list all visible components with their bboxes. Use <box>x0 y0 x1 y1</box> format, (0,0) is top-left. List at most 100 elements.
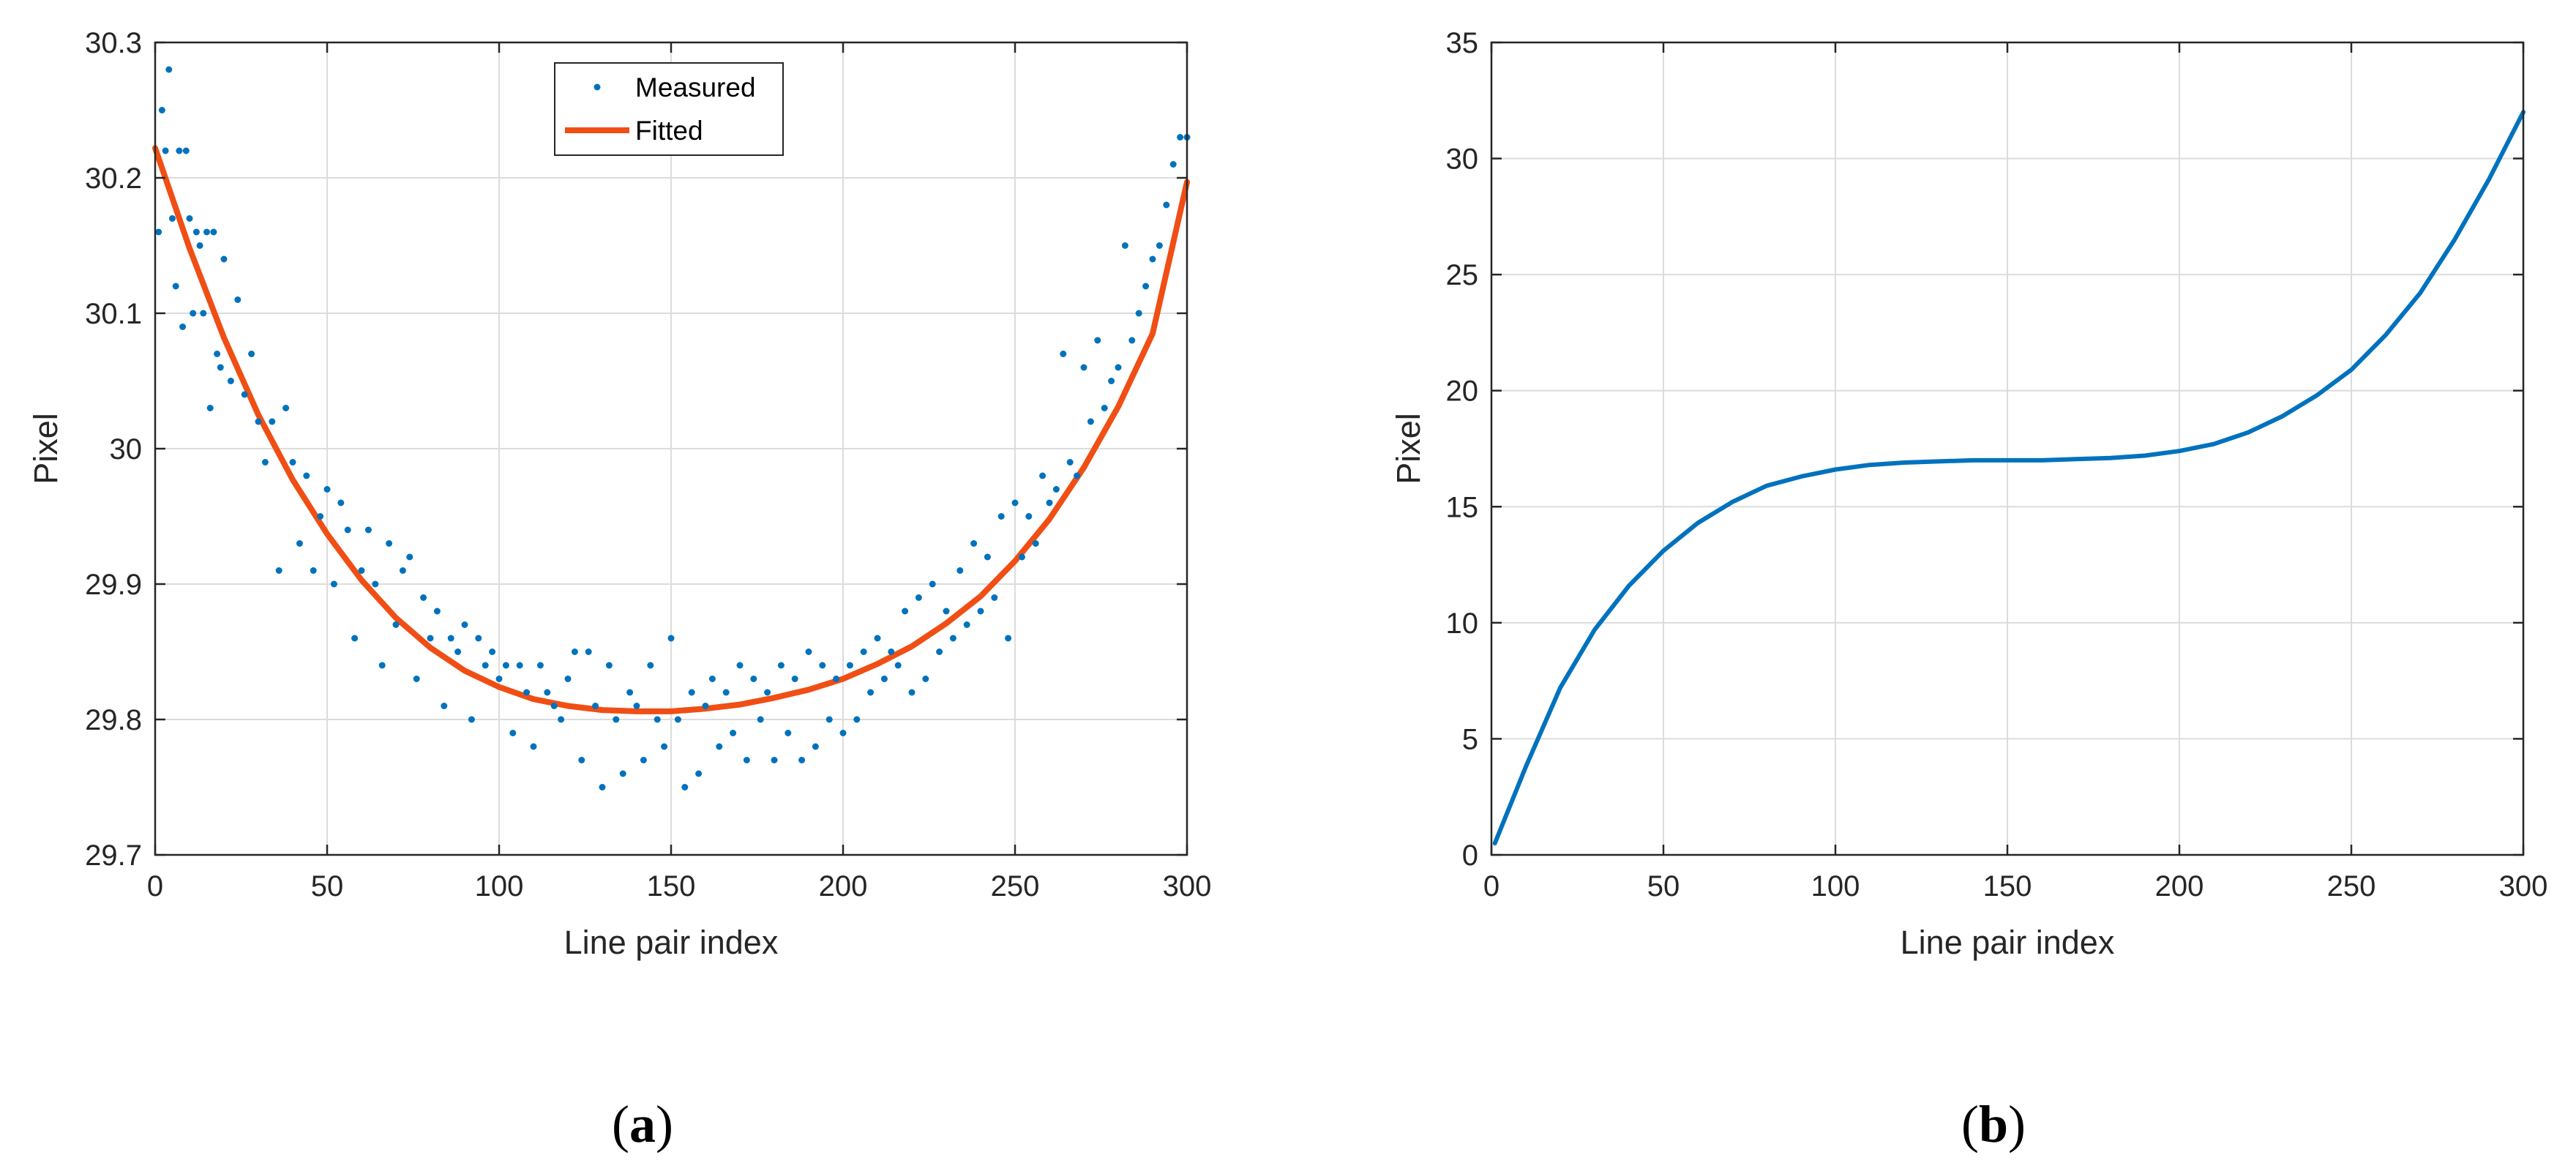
measured-point <box>585 648 592 655</box>
measured-point <box>736 662 744 669</box>
measured-point <box>722 689 730 696</box>
fitted-curve <box>152 145 1190 714</box>
measured-point <box>833 676 840 682</box>
measured-point <box>757 716 764 723</box>
x-tick-label: 150 <box>647 870 696 902</box>
measured-point <box>364 526 372 534</box>
measured-point <box>702 703 709 709</box>
y-tick-label: 25 <box>1446 259 1479 291</box>
measured-point <box>386 540 393 547</box>
measured-point <box>667 635 675 642</box>
x-tick-label: 300 <box>2499 870 2548 902</box>
measured-point <box>441 703 448 709</box>
measured-point <box>956 567 964 574</box>
measured-point <box>558 716 565 723</box>
measured-point <box>1080 364 1087 371</box>
measured-point <box>468 716 475 723</box>
measured-point <box>661 743 668 750</box>
measured-point <box>743 757 750 763</box>
measured-point <box>1101 405 1108 411</box>
measured-point <box>489 648 496 655</box>
measured-point <box>176 147 183 154</box>
measured-point <box>1128 337 1136 344</box>
measured-point <box>991 594 998 601</box>
measured-point <box>922 676 929 682</box>
chart-a-tick-marks <box>154 41 1188 856</box>
measured-point <box>716 743 723 750</box>
measured-point <box>1156 242 1163 249</box>
measured-point <box>420 594 427 601</box>
measured-point <box>275 567 282 574</box>
measured-point <box>888 648 895 655</box>
x-tick-label: 300 <box>1163 870 1212 902</box>
measured-point <box>162 147 169 154</box>
measured-point <box>626 689 634 696</box>
measured-point <box>633 703 640 709</box>
measured-point <box>1018 553 1025 561</box>
measured-point <box>984 553 991 561</box>
y-tick-label: 29.7 <box>85 840 142 872</box>
chart-b-x-tick-labels: 0 50 100 150 200 250 300 <box>1483 870 2548 902</box>
measured-point <box>516 662 523 669</box>
chart-b-gridlines <box>1491 42 2524 856</box>
y-tick-label: 10 <box>1446 607 1479 640</box>
measured-point <box>943 607 950 615</box>
measured-point <box>296 540 303 547</box>
measured-point <box>234 296 242 303</box>
measured-point <box>578 757 585 763</box>
measured-point <box>977 607 984 615</box>
measured-point <box>502 662 509 669</box>
measured-point <box>805 648 812 655</box>
chart-a-x-axis-label: Line pair index <box>564 924 779 961</box>
measured-point <box>454 648 462 655</box>
y-tick-label: 35 <box>1446 27 1479 59</box>
measured-point <box>330 580 337 588</box>
measured-point <box>605 662 613 669</box>
measured-point <box>1149 255 1156 263</box>
y-tick-label: 30.2 <box>85 162 142 195</box>
measured-point <box>674 716 681 723</box>
measured-point <box>158 107 165 113</box>
measured-point <box>1135 310 1142 317</box>
measured-point <box>1025 513 1033 520</box>
measured-point <box>750 676 757 682</box>
panel-label-b: (b) <box>1961 1095 2026 1154</box>
measured-point <box>1163 201 1170 209</box>
measured-point <box>785 730 792 736</box>
measured-point <box>1169 161 1177 168</box>
measured-point <box>1142 283 1150 290</box>
measured-point <box>303 472 310 479</box>
measured-point <box>536 662 544 669</box>
measured-point <box>613 716 620 723</box>
measured-point <box>269 418 276 425</box>
measured-point <box>310 567 317 574</box>
measured-point <box>214 351 221 357</box>
fitted-curve-layer <box>152 145 1190 714</box>
measured-point <box>210 228 217 236</box>
measured-point <box>619 770 626 777</box>
measured-point <box>1039 472 1046 479</box>
x-tick-label: 100 <box>1811 870 1860 902</box>
measured-point <box>550 703 558 709</box>
measured-point <box>544 689 551 696</box>
legend-measured-marker <box>594 83 601 91</box>
measured-point <box>949 635 956 642</box>
measured-point <box>874 635 881 642</box>
measured-point <box>433 607 441 615</box>
measured-point <box>681 784 689 790</box>
measured-point <box>647 662 654 669</box>
measured-point <box>936 648 943 655</box>
y-tick-label: 0 <box>1462 840 1478 872</box>
measured-point <box>1087 418 1094 425</box>
panel-label-a: (a) <box>612 1095 673 1154</box>
measured-point <box>963 621 970 628</box>
measured-point <box>169 215 176 222</box>
y-tick-label: 15 <box>1446 491 1479 523</box>
x-tick-label: 250 <box>2327 870 2376 902</box>
measured-point <box>482 662 489 669</box>
measured-point <box>571 648 578 655</box>
measured-point <box>880 676 888 682</box>
panel-label-b-letter: b <box>1979 1095 2008 1154</box>
measured-point <box>523 689 531 696</box>
measured-point <box>1177 134 1184 141</box>
